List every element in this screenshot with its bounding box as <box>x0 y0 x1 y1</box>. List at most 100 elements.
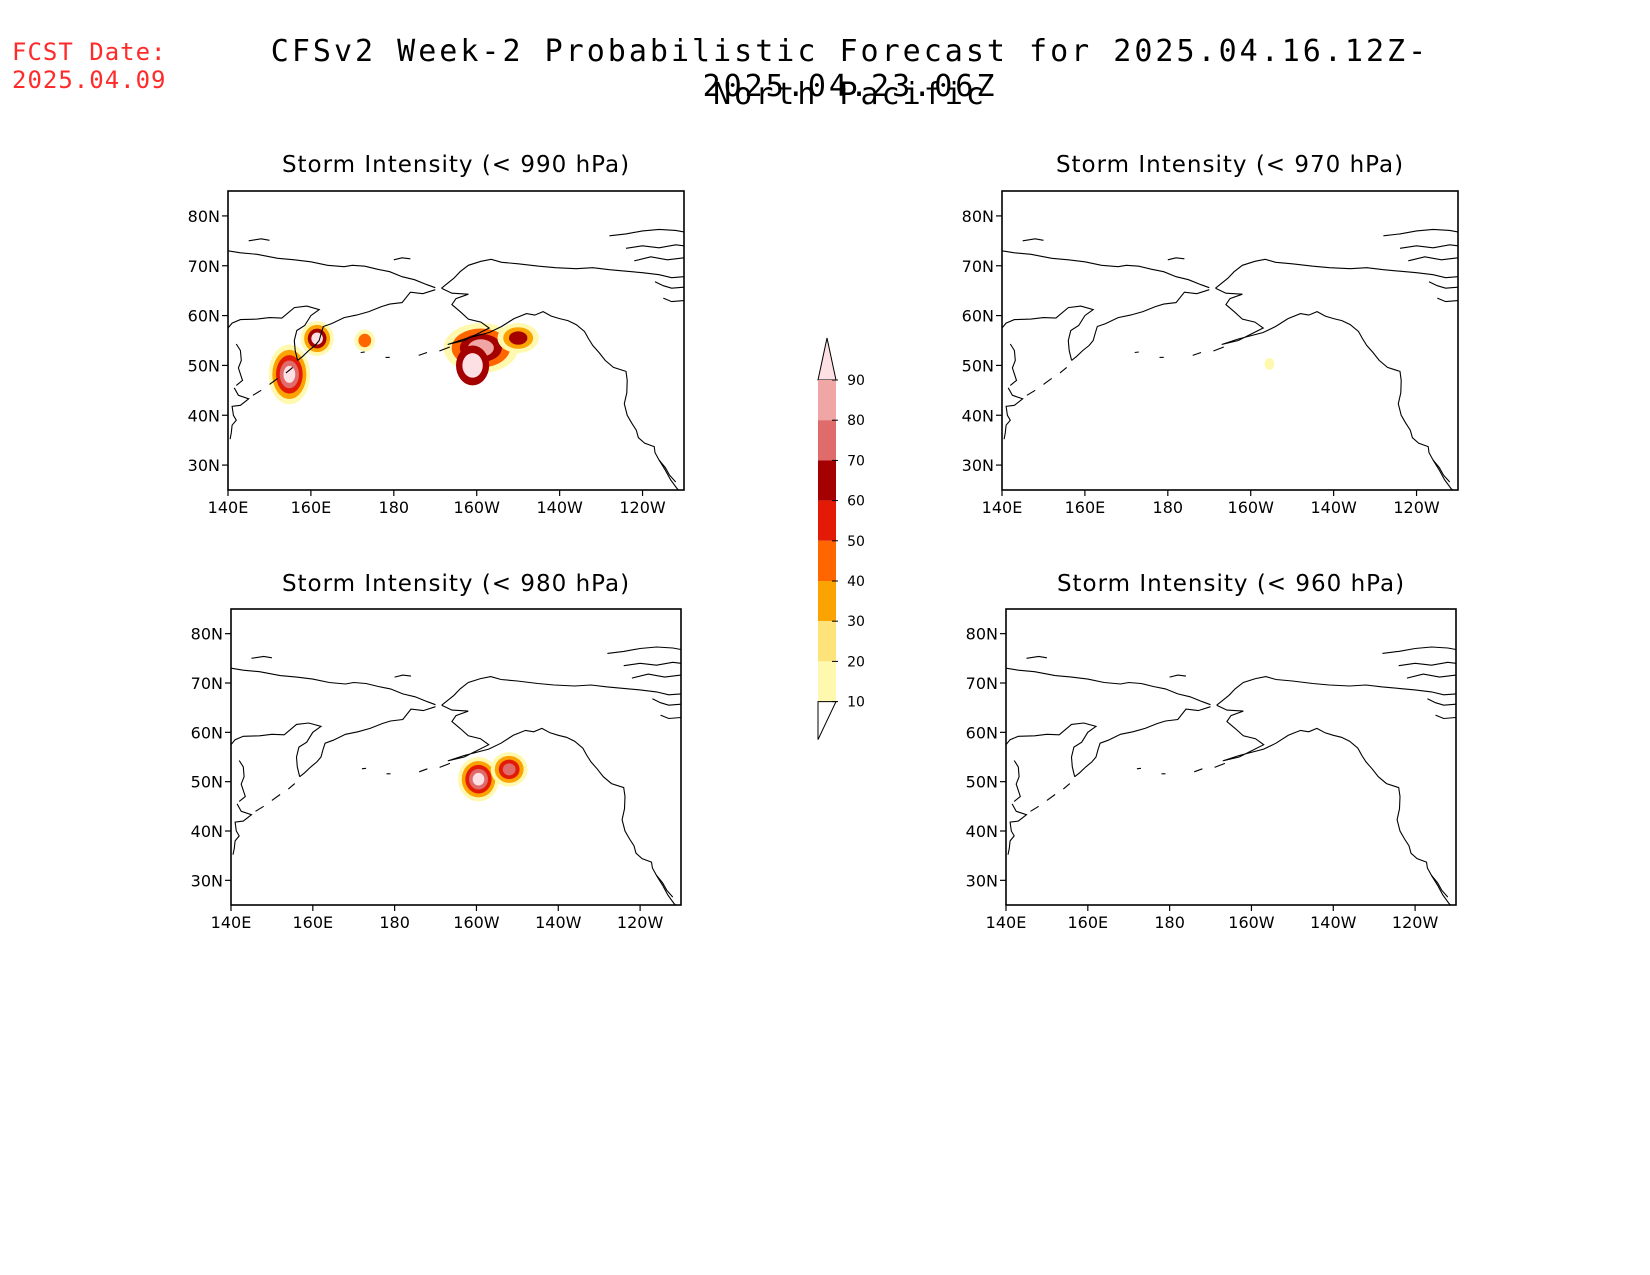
coastline <box>1134 351 1139 354</box>
colorbar-label: 60 <box>847 494 865 510</box>
lon-label: 160W <box>1228 913 1275 932</box>
coastline <box>1398 661 1456 667</box>
lon-label: 140W <box>1310 498 1357 517</box>
coastline <box>634 256 684 262</box>
lat-label: 60N <box>188 307 220 326</box>
lon-label: 180 <box>379 913 410 932</box>
lat-label: 70N <box>966 674 998 693</box>
coastline <box>631 673 681 679</box>
coastline <box>1427 698 1456 706</box>
coastline <box>1007 803 1028 855</box>
lat-label: 70N <box>191 674 223 693</box>
colorbar-segment <box>818 380 836 421</box>
coastline <box>1002 305 1095 361</box>
lon-label: 140E <box>208 498 249 517</box>
coastline <box>1062 783 1071 790</box>
coastline <box>1071 289 1210 361</box>
coastline <box>1013 760 1021 802</box>
coastline <box>287 783 296 790</box>
lat-label: 30N <box>188 456 220 475</box>
coastline <box>361 767 367 770</box>
lon-label: 160E <box>1065 498 1106 517</box>
coastline <box>228 250 436 289</box>
lat-label: 70N <box>962 257 994 276</box>
coastline <box>441 704 674 898</box>
lat-label: 80N <box>962 207 994 226</box>
map-frame <box>1001 190 1459 491</box>
colorbar-segment <box>818 540 836 581</box>
lon-label: 140W <box>1310 913 1357 932</box>
coastline <box>654 281 684 289</box>
coastline <box>1046 794 1056 801</box>
coastline <box>1194 768 1203 773</box>
colorbar-top-arrow <box>817 337 837 381</box>
coastline <box>660 714 681 720</box>
coastline <box>1192 351 1202 356</box>
lat-label: 60N <box>962 307 994 326</box>
colorbar-segment <box>818 460 836 501</box>
coastline <box>1026 389 1036 396</box>
probability-contour <box>502 763 516 776</box>
coastline <box>625 244 684 249</box>
lat-label: 30N <box>966 871 998 890</box>
map-panels: Storm Intensity (< 990 hPa) 80N 70N 60N 50N 4… <box>188 152 1459 932</box>
colorbar-label: 40 <box>847 574 865 590</box>
coastline <box>1216 704 1449 898</box>
coastline <box>1022 238 1044 242</box>
region-title: North Pacific <box>713 77 987 112</box>
panel-title: Storm Intensity (< 960 hPa) <box>1057 571 1405 597</box>
coastline <box>1059 366 1068 374</box>
panel-title: Storm Intensity (< 980 hPa) <box>282 571 630 597</box>
coastline <box>269 377 279 385</box>
map-frame <box>1005 608 1457 906</box>
coastline <box>1214 762 1226 768</box>
coastline <box>652 698 681 706</box>
colorbar-label: 50 <box>847 534 865 550</box>
coastline <box>299 706 436 778</box>
lat-label: 40N <box>191 822 223 841</box>
forecast-date-label: FCST Date: <box>12 38 167 66</box>
lon-label: 140E <box>986 913 1027 932</box>
lat-label: 80N <box>188 207 220 226</box>
coastline <box>285 366 294 374</box>
coastline <box>1213 346 1224 352</box>
lon-label: 140E <box>982 498 1023 517</box>
lon-label: 120W <box>1392 913 1439 932</box>
map-panel-p960: Storm Intensity (< 960 hPa) 80N 70N 60N 50N 4… <box>966 571 1457 932</box>
forecast-date-value: 2025.04.09 <box>12 66 167 94</box>
probability-contour <box>508 331 528 345</box>
coastline <box>1437 297 1458 303</box>
coastline <box>607 646 681 654</box>
panel-title: Storm Intensity (< 970 hPa) <box>1056 152 1404 178</box>
coastline <box>360 351 365 354</box>
coastline <box>1043 377 1053 385</box>
coastline <box>1408 256 1458 262</box>
probability-contour <box>1264 357 1275 370</box>
lat-label: 30N <box>962 456 994 475</box>
coastline <box>1399 244 1458 249</box>
colorbar-bottom-arrow <box>817 701 837 740</box>
lon-label: 160E <box>1067 913 1108 932</box>
coastline <box>1215 287 1451 483</box>
lat-label: 80N <box>191 625 223 644</box>
probability-contour <box>283 365 296 383</box>
lon-label: 120W <box>619 498 666 517</box>
coastline <box>441 676 681 706</box>
coastline <box>231 722 323 777</box>
colorbar-label: 10 <box>847 695 865 711</box>
coastline <box>229 387 250 440</box>
lat-label: 50N <box>966 773 998 792</box>
lat-label: 50N <box>191 773 223 792</box>
lat-label: 50N <box>188 356 220 375</box>
coastline <box>441 287 677 483</box>
coastline <box>439 346 450 352</box>
lat-label: 30N <box>191 871 223 890</box>
lon-label: 160E <box>291 498 332 517</box>
coastline <box>1167 257 1185 261</box>
coastline <box>1003 387 1024 440</box>
lon-label: 120W <box>617 913 664 932</box>
probability-contour <box>311 332 323 345</box>
lon-label: 160W <box>453 913 500 932</box>
colorbar-segment <box>818 500 836 541</box>
